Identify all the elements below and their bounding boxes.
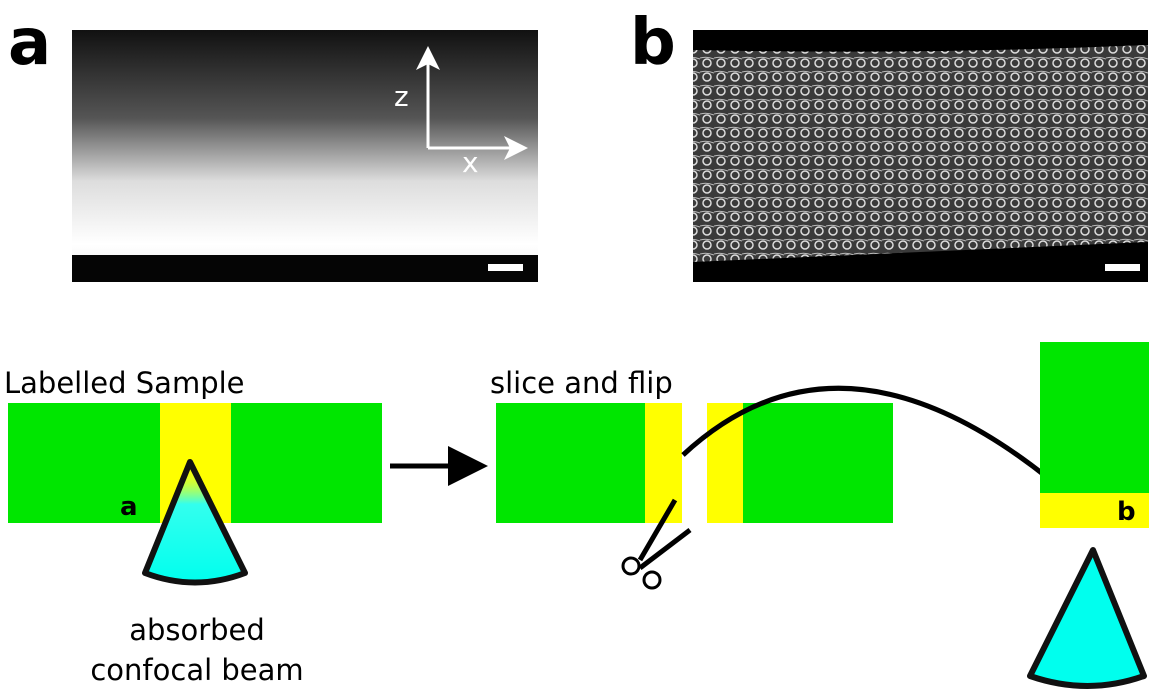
figure: a z x b Labelled Sample a absorbed confo… (0, 0, 1149, 696)
marker: a (120, 492, 138, 522)
step-title: slice and flip (490, 366, 673, 400)
micrograph-a-base (72, 255, 538, 282)
labelled-region (645, 403, 682, 523)
axis-label: z (394, 80, 409, 113)
beam-label: confocal beam (90, 653, 303, 687)
micrograph-b (693, 30, 1148, 282)
panel-label: b (630, 6, 676, 80)
scale-bar (488, 264, 523, 271)
scale-bar (1105, 264, 1140, 271)
panel-label: a (8, 6, 51, 80)
beam-cone (1030, 550, 1144, 686)
sample-flipped (1040, 342, 1149, 494)
step-title: Labelled Sample (4, 366, 245, 400)
axis-label: x (462, 146, 479, 179)
marker: b (1117, 497, 1136, 527)
beam-label: absorbed (129, 613, 265, 647)
sample-half (496, 403, 646, 523)
